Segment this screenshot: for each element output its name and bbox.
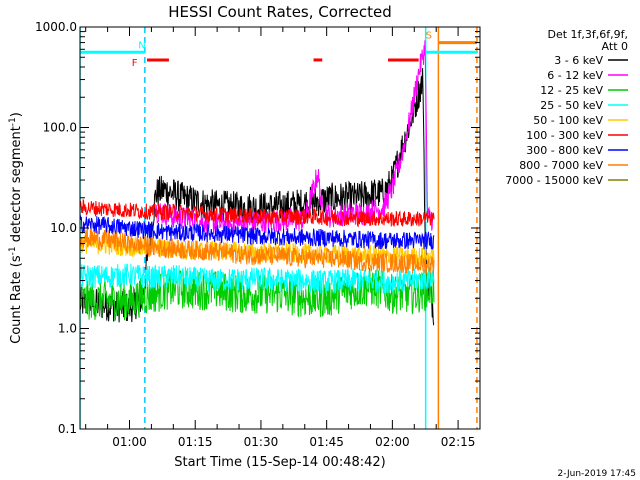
state-bars: NF S — [80, 31, 477, 69]
legend-label: 12 - 25 keV — [540, 84, 603, 97]
legend-label: 800 - 7000 keV — [519, 159, 603, 172]
series-group — [80, 40, 435, 326]
y-tick-label: 100.0 — [43, 121, 77, 135]
x-tick-label: 01:00 — [112, 435, 147, 449]
state-bar-label: F — [132, 58, 138, 69]
state-bar-label: N — [138, 40, 145, 51]
series-line — [80, 263, 435, 294]
y-axis: 0.1 1.0 10.0 100.0 1000.0 — [35, 20, 480, 436]
legend-label: 7000 - 15000 keV — [505, 174, 603, 187]
y-tick-label: 1.0 — [58, 322, 77, 336]
legend-label: 100 - 300 keV — [526, 129, 603, 142]
state-bar-label: S — [426, 31, 432, 42]
y-axis-title-part: Count Rate (s — [9, 255, 24, 344]
y-tick-label: 1000.0 — [35, 20, 77, 34]
legend-header-line-2: Att 0 — [602, 40, 628, 53]
x-tick-label: 01:15 — [178, 435, 213, 449]
y-axis-title-exponent: -1 — [8, 246, 18, 255]
footer-date-stamp: 2-Jun-2019 17:45 — [558, 469, 637, 479]
y-tick-label: 10.0 — [50, 221, 77, 235]
y-tick-label: 0.1 — [58, 422, 77, 436]
legend: Det 1f,3f,6f,9f, Att 0 3 - 6 keV 6 - 12 k… — [505, 28, 628, 187]
y-axis-title-exponent: -1 — [8, 117, 18, 126]
legend-label: 3 - 6 keV — [554, 54, 603, 67]
legend-label: 6 - 12 keV — [547, 69, 603, 82]
x-tick-label: 02:00 — [375, 435, 410, 449]
series-line — [80, 267, 435, 322]
x-axis: 01:00 01:15 01:30 01:45 02:00 02:15 — [85, 27, 481, 449]
x-tick-label: 02:15 — [441, 435, 476, 449]
series-line — [80, 215, 435, 250]
y-axis-title: Count Rate (s-1 detector segment-1) — [8, 112, 24, 344]
legend-label: 25 - 50 keV — [540, 99, 603, 112]
y-axis-title-part: detector segment — [9, 126, 24, 246]
legend-label: 50 - 100 keV — [533, 114, 603, 127]
chart-title: HESSI Count Rates, Corrected — [168, 3, 392, 21]
x-tick-label: 01:30 — [244, 435, 279, 449]
series-line — [80, 198, 435, 228]
x-axis-title: Start Time (15-Sep-14 00:48:42) — [174, 455, 385, 470]
series-line — [155, 40, 435, 236]
x-tick-label: 01:45 — [309, 435, 344, 449]
series-line — [80, 228, 435, 275]
legend-header-line-1: Det 1f,3f,6f,9f, — [547, 28, 628, 41]
legend-label: 300 - 800 keV — [526, 144, 603, 157]
y-axis-title-part: ) — [9, 112, 24, 117]
